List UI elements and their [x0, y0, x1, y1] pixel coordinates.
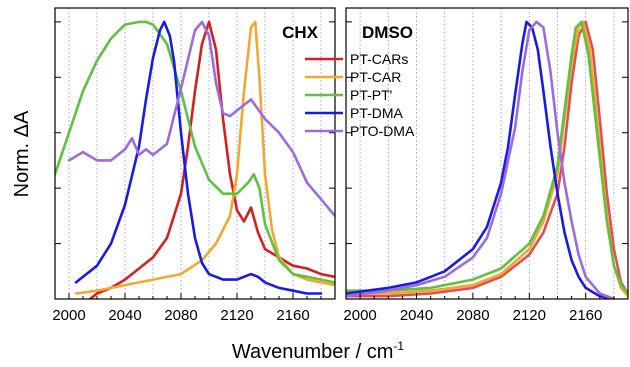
x-axis-label-exponent: -1	[393, 339, 404, 353]
legend: PT-CARs PT-CAR PT-PT' PT-DMA PTO-DMA	[305, 51, 415, 139]
legend-label: PT-PT'	[350, 87, 392, 103]
x-axis-label-text: Wavenumber / cm	[232, 341, 394, 363]
legend-label: PT-CAR	[350, 69, 401, 85]
chx-panel: 2000 2040 2080 2120 2160 CHX	[52, 7, 336, 324]
chx-x-tick-label: 2160	[276, 307, 309, 324]
y-axis-label: Norm. ΔA	[11, 110, 33, 197]
dmso-x-tick-label: 2080	[456, 307, 489, 324]
legend-item-pt-car: PT-CAR	[305, 69, 401, 85]
dmso-grid	[359, 8, 615, 299]
chx-x-tick-label: 2040	[108, 307, 141, 324]
legend-item-pto-dma: PTO-DMA	[305, 123, 415, 139]
legend-label: PTO-DMA	[350, 123, 415, 139]
chx-x-tick-label: 2080	[164, 307, 197, 324]
dmso-x-tick-label: 2120	[513, 307, 546, 324]
legend-item-pt-pt: PT-PT'	[305, 87, 392, 103]
x-axis-label: Wavenumber / cm-1	[232, 339, 405, 363]
legend-item-pt-cars: PT-CARs	[305, 51, 408, 67]
dmso-x-tick-label: 2160	[569, 307, 602, 324]
chx-x-tick-label: 2000	[52, 307, 85, 324]
dmso-x-ticks: 2000 2040 2080 2120 2160	[343, 21, 629, 324]
chx-x-ticks: 2000 2040 2080 2120 2160	[52, 21, 336, 324]
legend-item-pt-dma: PT-DMA	[305, 105, 404, 121]
chx-panel-title: CHX	[282, 23, 319, 42]
dmso-panel: 2000 2040 2080 2120 2160 DMSO	[343, 7, 629, 324]
legend-label: PT-CARs	[350, 51, 408, 67]
dmso-series-pto-dma	[346, 20, 616, 299]
dmso-series-pt-cars	[346, 20, 628, 298]
dmso-x-tick-label: 2040	[400, 307, 433, 324]
chx-series-pt-pt	[55, 20, 335, 284]
dmso-x-tick-label: 2000	[343, 307, 376, 324]
dmso-series-pt-pt	[346, 20, 628, 295]
legend-label: PT-DMA	[350, 105, 404, 121]
chx-grid	[68, 8, 322, 299]
chx-lines	[55, 20, 335, 299]
chx-x-tick-label: 2120	[220, 307, 253, 324]
dmso-series-pt-dma	[346, 20, 616, 299]
dmso-lines	[346, 20, 628, 299]
dmso-panel-title: DMSO	[362, 23, 413, 42]
chx-series-pt-dma	[74, 20, 323, 295]
chx-series-pto-dma	[67, 20, 335, 218]
